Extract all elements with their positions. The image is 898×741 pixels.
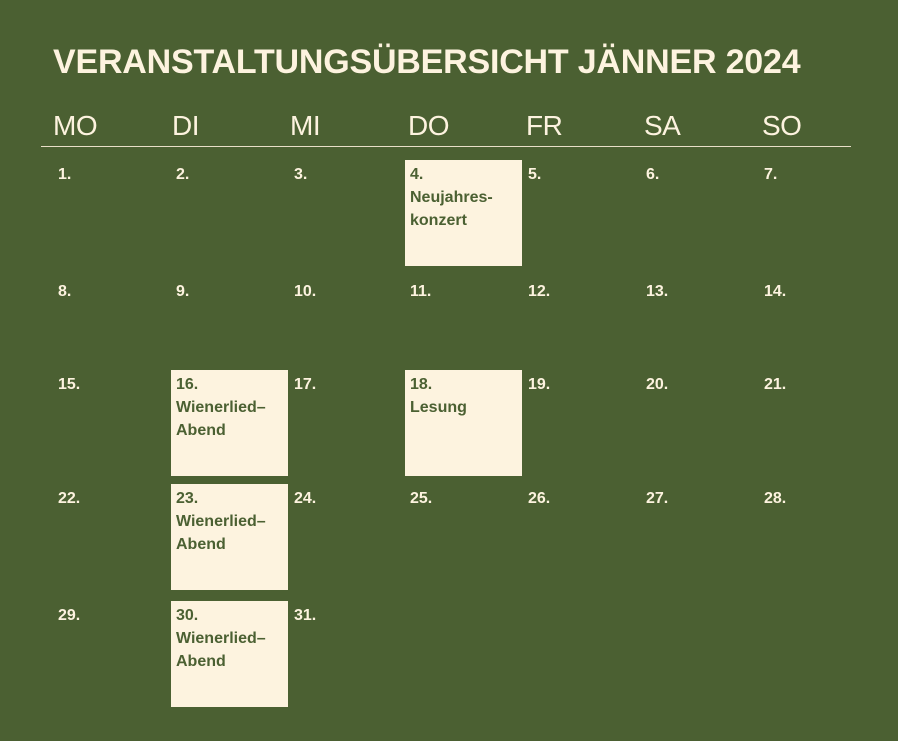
day-number: 20. [646,376,669,393]
day-cell: 29. [53,601,170,707]
day-cell: 28. [759,484,876,590]
day-number: 27. [646,490,669,507]
day-number: 9. [176,283,190,300]
day-number: 23. [176,490,199,507]
event-label: Wienerlied– Abend [176,630,266,670]
weekday-header-di: DI [172,110,200,141]
day-cell-event[interactable]: 30. Wienerlied– Abend [171,601,288,707]
day-cell: 13. [641,277,758,383]
page-title: VERANSTALTUNGSÜBERSICHT JÄNNER 2024 [53,43,801,81]
day-cell: 10. [289,277,406,383]
day-number: 2. [176,166,190,183]
day-number: 14. [764,283,787,300]
event-label: Wienerlied– Abend [176,399,266,439]
day-number: 7. [764,166,778,183]
day-cell: 11. [405,277,522,383]
event-label: Lesung [410,399,467,416]
day-number: 17. [294,376,317,393]
day-number: 3. [294,166,308,183]
day-cell: 24. [289,484,406,590]
day-number: 4. [410,166,424,183]
header-divider [41,146,851,147]
day-cell-event[interactable]: 16. Wienerlied– Abend [171,370,288,476]
day-cell: 1. [53,160,170,266]
day-cell: 5. [523,160,640,266]
day-cell: 17. [289,370,406,476]
day-cell: 27. [641,484,758,590]
day-cell: 22. [53,484,170,590]
day-cell: 14. [759,277,876,383]
weekday-header-do: DO [408,110,450,141]
day-cell: 19. [523,370,640,476]
day-cell-event[interactable]: 4. Neujahres- konzert [405,160,522,266]
day-number: 24. [294,490,317,507]
weekday-header-fr: FR [526,110,563,141]
event-label: Neujahres- konzert [410,189,493,229]
day-cell-event[interactable]: 18. Lesung [405,370,522,476]
day-cell: 25. [405,484,522,590]
day-cell: 6. [641,160,758,266]
day-number: 31. [294,607,317,624]
day-number: 21. [764,376,787,393]
weekday-header-mo: MO [53,110,98,141]
day-cell: 8. [53,277,170,383]
day-cell: 20. [641,370,758,476]
day-number: 12. [528,283,551,300]
weekday-header-so: SO [762,110,802,141]
day-cell: 31. [289,601,406,707]
day-number: 16. [176,376,199,393]
day-number: 11. [410,283,432,300]
day-number: 29. [58,607,81,624]
day-number: 26. [528,490,551,507]
day-number: 6. [646,166,660,183]
day-cell: 26. [523,484,640,590]
day-number: 1. [58,166,72,183]
day-cell-event[interactable]: 23. Wienerlied– Abend [171,484,288,590]
day-number: 5. [528,166,542,183]
day-cell: 3. [289,160,406,266]
day-number: 8. [58,283,72,300]
day-cell: 9. [171,277,288,383]
day-number: 19. [528,376,551,393]
day-cell: 7. [759,160,876,266]
day-number: 15. [58,376,81,393]
weekday-header-mi: MI [290,110,321,141]
day-number: 13. [646,283,669,300]
day-number: 10. [294,283,317,300]
day-number: 18. [410,376,433,393]
event-label: Wienerlied– Abend [176,513,266,553]
day-number: 22. [58,490,81,507]
day-cell: 2. [171,160,288,266]
day-number: 25. [410,490,433,507]
day-number: 28. [764,490,787,507]
day-cell: 21. [759,370,876,476]
day-number: 30. [176,607,199,624]
weekday-header-sa: SA [644,110,681,141]
day-cell: 15. [53,370,170,476]
day-cell: 12. [523,277,640,383]
